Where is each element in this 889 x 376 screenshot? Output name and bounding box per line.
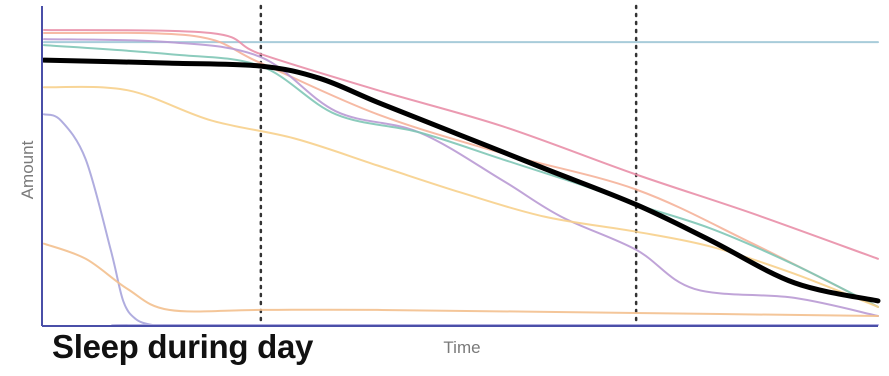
series-line-9	[43, 242, 879, 317]
chart-caption: Sleep during day	[52, 328, 314, 365]
x-axis-label: Time	[443, 338, 480, 357]
series-line-6	[43, 44, 879, 308]
axes	[41, 6, 878, 327]
series-line-7	[43, 85, 879, 308]
series-line-3	[43, 29, 879, 260]
series-line-emphasis	[41, 57, 881, 304]
series-line-4	[43, 31, 879, 308]
series-layer	[41, 29, 881, 327]
series-line-5	[43, 38, 879, 317]
reference-lines	[259, 4, 638, 328]
y-axis-label: Amount	[18, 140, 37, 199]
